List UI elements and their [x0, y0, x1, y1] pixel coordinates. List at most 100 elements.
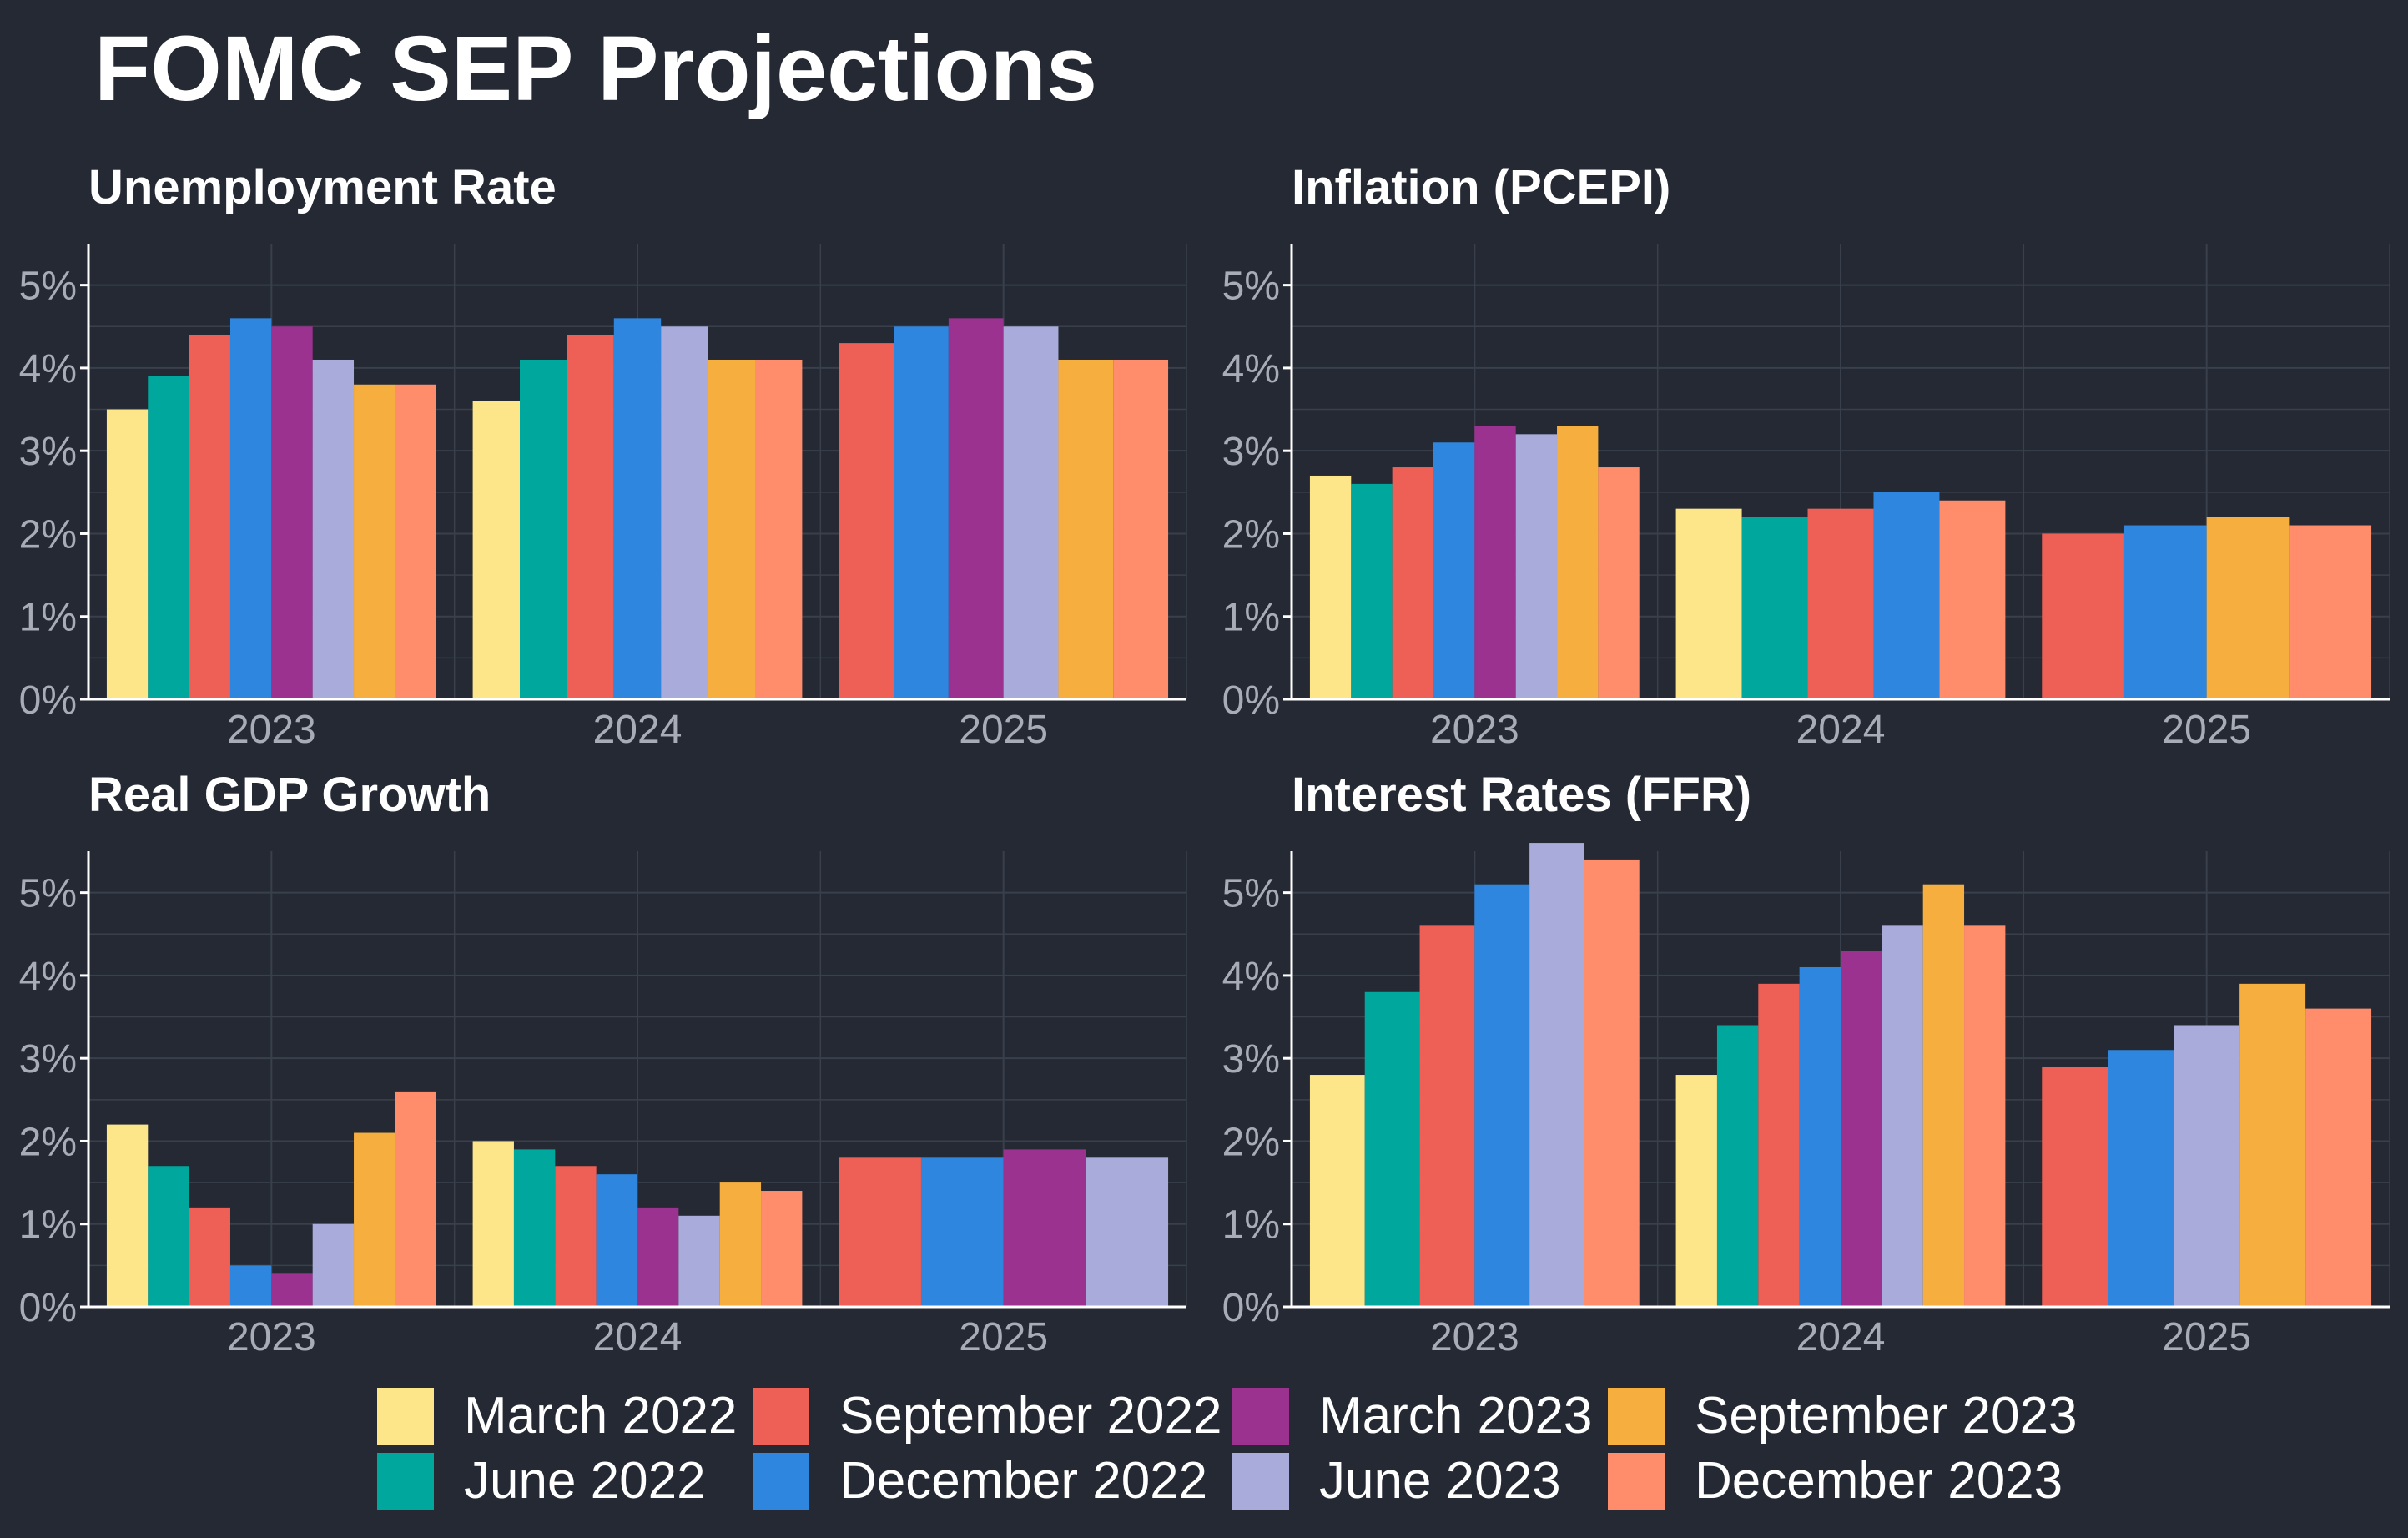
- bar-march-2022-2023: [106, 409, 149, 699]
- bar-december-2023-2023: [1584, 859, 1640, 1307]
- legend-item-september-2022: September 2022: [753, 1384, 1232, 1449]
- y-tick-label: 3%: [1222, 430, 1280, 474]
- legend-swatch: [753, 1453, 809, 1510]
- bar-march-2023-2024: [1841, 951, 1882, 1307]
- bar-december-2022-2025: [2108, 1050, 2174, 1307]
- bar-december-2023-2024: [755, 359, 803, 699]
- bar-september-2023-2025: [2239, 983, 2306, 1307]
- y-tick-label: 2%: [1222, 512, 1280, 557]
- legend-item-december-2023: December 2023: [1608, 1449, 2063, 1514]
- bar-september-2023-2024: [1922, 884, 1965, 1307]
- inflation-chart-title: Inflation (PCEPI): [1292, 160, 1671, 214]
- bar-december-2023-2025: [2305, 1008, 2372, 1307]
- page-title: FOMC SEP Projections: [94, 18, 1098, 120]
- gdp-chart: 0% 1% 2% 3% 4% 5% 2023 2024 2025: [19, 851, 1187, 1359]
- bar-june-2022-2023: [1351, 483, 1393, 699]
- y-tick-label: 0%: [1222, 1286, 1280, 1330]
- bar-december-2023-2024: [1964, 925, 2006, 1307]
- bar-june-2022-2023: [1364, 991, 1420, 1307]
- gdp-chart-title: Real GDP Growth: [88, 768, 491, 822]
- legend-swatch: [753, 1388, 809, 1445]
- bar-december-2022-2024: [1873, 492, 1940, 699]
- bar-june-2023-2024: [661, 326, 708, 699]
- bar-september-2022-2023: [189, 335, 230, 699]
- bar-september-2022-2025: [839, 1157, 921, 1307]
- bar-december-2023-2023: [395, 1091, 436, 1307]
- legend-label: June 2023: [1319, 1452, 1561, 1510]
- bar-september-2023-2025: [2206, 517, 2290, 699]
- bar-june-2023-2025: [2174, 1025, 2240, 1307]
- y-tick-label: 3%: [19, 1037, 77, 1082]
- bar-june-2023-2023: [1515, 434, 1558, 699]
- y-tick-label: 4%: [19, 347, 77, 391]
- y-tick-label: 5%: [1222, 265, 1280, 309]
- y-tick-label: 4%: [1222, 955, 1280, 999]
- interest-rate-panel: Interest Rates (FFR) 0% 1% 2% 3% 4% 5% 2023 202…: [1203, 766, 2390, 1367]
- y-tick-label: 2%: [1222, 1120, 1280, 1164]
- legend-item-december-2022: December 2022: [753, 1449, 1232, 1514]
- legend: March 2022 September 2022 March 2023 Sep…: [377, 1384, 2077, 1514]
- bar-december-2022-2023: [229, 1265, 272, 1307]
- bar-march-2022-2024: [1675, 508, 1742, 699]
- x-tick-label: 2023: [227, 708, 316, 752]
- bar-june-2022-2023: [148, 376, 189, 699]
- bar-june-2023-2023: [312, 359, 355, 699]
- x-tick-label: 2025: [959, 1315, 1048, 1359]
- bar-september-2023-2024: [719, 1182, 762, 1307]
- bar-december-2023-2023: [1598, 467, 1640, 699]
- legend-item-june-2022: June 2022: [377, 1449, 753, 1514]
- y-tick-label: 2%: [19, 512, 77, 557]
- bar-september-2022-2024: [567, 335, 614, 699]
- legend-swatch: [377, 1453, 434, 1510]
- bar-december-2023-2023: [395, 384, 436, 699]
- legend-swatch: [1608, 1388, 1665, 1445]
- legend-label: June 2022: [464, 1452, 706, 1510]
- y-tick-label: 1%: [19, 1203, 77, 1248]
- bar-december-2023-2025: [1113, 359, 1169, 699]
- x-tick-label: 2025: [2162, 1315, 2251, 1359]
- bar-march-2022-2024: [472, 1141, 514, 1307]
- bar-march-2023-2023: [271, 326, 313, 699]
- bar-june-2022-2023: [148, 1166, 189, 1307]
- x-tick-label: 2024: [1796, 1315, 1886, 1359]
- bar-march-2022-2024: [472, 401, 520, 699]
- bar-september-2022-2023: [1419, 925, 1475, 1307]
- x-tick-label: 2024: [593, 1315, 683, 1359]
- bar-june-2022-2024: [1741, 517, 1808, 699]
- y-tick-label: 3%: [1222, 1037, 1280, 1082]
- bar-december-2022-2025: [2123, 525, 2207, 699]
- x-tick-label: 2024: [593, 708, 683, 752]
- legend-label: March 2022: [464, 1387, 738, 1445]
- bar-september-2023-2024: [708, 359, 755, 699]
- bar-june-2022-2024: [1716, 1025, 1759, 1307]
- bar-december-2022-2024: [1799, 966, 1841, 1307]
- legend-item-september-2023: September 2023: [1608, 1384, 2077, 1449]
- legend-item-june-2023: June 2023: [1232, 1449, 1608, 1514]
- y-tick-label: 2%: [19, 1120, 77, 1164]
- bar-june-2023-2023: [312, 1223, 355, 1307]
- bar-march-2022-2023: [1309, 475, 1352, 699]
- unemployment-chart-title: Unemployment Rate: [88, 160, 557, 214]
- bar-september-2022-2023: [189, 1207, 230, 1307]
- legend-swatch: [1232, 1388, 1289, 1445]
- bar-march-2023-2025: [1003, 1149, 1086, 1307]
- bar-september-2022-2024: [555, 1166, 597, 1307]
- interest-rate-chart: 0% 1% 2% 3% 4% 5% 2023 2024 2025: [1222, 843, 2390, 1359]
- bar-june-2023-2023: [1529, 843, 1584, 1307]
- y-tick-label: 5%: [1222, 872, 1280, 916]
- bar-december-2023-2025: [2289, 525, 2372, 699]
- bar-march-2022-2023: [1309, 1075, 1365, 1307]
- y-tick-label: 5%: [19, 265, 77, 309]
- y-tick-label: 1%: [1222, 1203, 1280, 1248]
- gdp-panel: Real GDP Growth 0% 1% 2% 3% 4% 5% 2023 2024 2025: [0, 766, 1187, 1367]
- bar-march-2023-2023: [271, 1273, 313, 1307]
- x-tick-label: 2023: [1430, 1315, 1519, 1359]
- bar-december-2022-2023: [229, 318, 272, 699]
- y-tick-label: 3%: [19, 430, 77, 474]
- bar-september-2022-2025: [839, 343, 894, 699]
- unemployment-chart: 0% 1% 2% 3% 4% 5% 2023 2024 2025: [19, 244, 1187, 752]
- bar-december-2022-2024: [613, 318, 662, 699]
- inflation-chart: 0% 1% 2% 3% 4% 5% 2023 2024 2025: [1222, 244, 2390, 752]
- legend-item-march-2022: March 2022: [377, 1384, 753, 1449]
- legend-swatch: [377, 1388, 434, 1445]
